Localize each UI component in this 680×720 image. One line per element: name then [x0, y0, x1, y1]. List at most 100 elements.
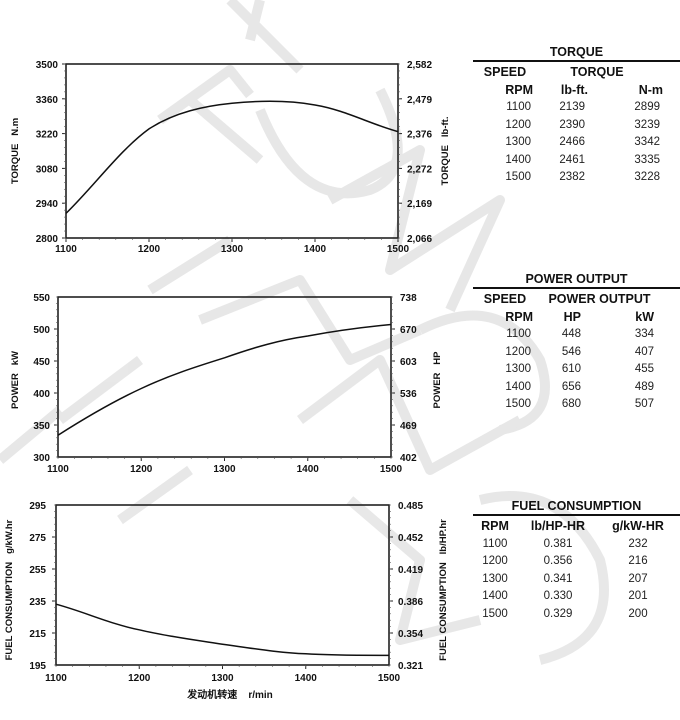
power-y-left-tick: 550: [33, 293, 50, 304]
table-row: 1100 448 334: [473, 326, 680, 344]
power-x-tick: 1200: [130, 464, 153, 475]
minor-ticks: [54, 504, 391, 667]
cell: 2461: [559, 153, 585, 166]
fuel-chart: 295 275 255 235 215 195 0.485 0.452 0.41…: [4, 501, 449, 701]
table-rule: [473, 287, 680, 289]
torque-curve: [65, 100, 399, 214]
cell: 1400: [482, 590, 508, 602]
torque-y-left-tick: 3360: [36, 95, 59, 106]
cell: 1500: [482, 607, 508, 620]
torque-x-tick: 1100: [55, 244, 77, 255]
table-header-row: RPM HP kW: [473, 309, 680, 327]
minor-ticks: [64, 63, 400, 240]
cell: 1200: [505, 118, 531, 131]
fuel-y-left-tick: 195: [29, 661, 46, 672]
table-row: 1200 0.356 216: [473, 553, 680, 571]
cell: 207: [628, 572, 648, 585]
table-row: 1300 0.341 207: [473, 571, 680, 589]
torque-y-left-tick: 3500: [36, 60, 59, 71]
table-header-row: SPEED TORQUE: [473, 64, 680, 82]
fuel-curve: [55, 603, 390, 657]
cell: 3239: [634, 118, 660, 131]
cell: 0.341: [543, 572, 573, 585]
table-header-row: RPM lb/HP-HR g/kW-HR: [473, 518, 680, 536]
power-y-left-tick: 500: [33, 325, 50, 336]
cell: 3342: [634, 136, 660, 148]
fuel-y-right-tick: 0.386: [398, 597, 423, 608]
header-cell: SPEED: [483, 65, 527, 79]
power-y-right-tick: 603: [400, 357, 417, 368]
fuel-x-tick: 1300: [211, 673, 234, 684]
fuel-x-tick: 1400: [295, 673, 318, 684]
fuel-x-tick: 1200: [128, 673, 151, 684]
torque-x-tick: 1200: [138, 244, 161, 255]
fuel-x-tick: 1500: [378, 673, 401, 684]
power-y-right-tick: 469: [400, 421, 417, 432]
header-cell: TORQUE: [570, 65, 624, 79]
cell: 1100: [506, 101, 531, 113]
table-row: 1200 546 407: [473, 344, 680, 362]
power-table: POWER OUTPUT SPEED POWER OUTPUT RPM HP k…: [473, 271, 680, 414]
power-y-left-tick: 450: [33, 357, 50, 368]
torque-plot-frame: [65, 63, 399, 239]
cell: 546: [561, 345, 581, 358]
cell: 489: [634, 380, 654, 393]
cell: 1500: [505, 398, 531, 410]
table-row: 1300 610 455: [473, 361, 680, 379]
cell: 1300: [505, 136, 531, 148]
torque-y-right-tick: 2,582: [407, 60, 432, 71]
minor-ticks: [56, 296, 393, 459]
torque-y-left-tick: 2800: [36, 234, 59, 245]
cell: 3228: [634, 171, 660, 183]
cell: 2899: [634, 101, 660, 113]
fuel-y-right-tick: 0.452: [398, 533, 423, 544]
table-row: 1400 0.330 201: [473, 588, 680, 606]
cell: 656: [561, 380, 581, 393]
power-x-tick: 1400: [297, 464, 320, 475]
torque-y-left-tick: 3220: [36, 130, 59, 141]
fuel-table: FUEL CONSUMPTION RPM lb/HP-HR g/kW-HR 11…: [473, 498, 680, 623]
power-chart: 550 500 450 400 350 300 738 670 603 536 …: [10, 293, 443, 475]
table-row: 1500 2382 3228: [473, 169, 680, 187]
torque-table-title: TORQUE: [549, 45, 604, 59]
fuel-x-tick: 1100: [45, 673, 67, 684]
cell: 1100: [482, 537, 508, 550]
power-x-tick: 1300: [213, 464, 236, 475]
cell: 3335: [634, 153, 660, 166]
power-y-right-tick: 402: [400, 453, 417, 464]
power-y-right-tick: 670: [400, 325, 417, 336]
fuel-y-left-tick: 275: [29, 533, 46, 544]
cell: 2139: [559, 101, 585, 113]
cell: 334: [634, 328, 654, 340]
power-y-left-tick: 400: [33, 389, 50, 400]
torque-y-right-tick: 2,376: [407, 130, 432, 141]
header-cell: HP: [563, 309, 581, 324]
torque-y-right-title: TORQUE lb-ft.: [440, 117, 451, 186]
torque-x-tick: 1400: [304, 244, 327, 255]
power-table-title: POWER OUTPUT: [525, 272, 628, 286]
torque-y-right-tick: 2,272: [407, 164, 432, 175]
torque-table: TORQUE SPEED TORQUE RPM lb-ft. N-m 1100 2…: [473, 44, 680, 187]
torque-y-right-tick: 2,479: [407, 95, 432, 106]
header-cell: lb/HP-HR: [530, 519, 586, 533]
torque-x-tick: 1500: [387, 244, 410, 255]
table-rule: [473, 60, 680, 62]
fuel-y-left-tick: 295: [29, 501, 46, 512]
table-row: 1200 2390 3239: [473, 117, 680, 135]
cell: 1200: [482, 555, 508, 567]
table-row: 1500 680 507: [473, 396, 680, 414]
table-row: 1400 656 489: [473, 379, 680, 397]
cell: 1200: [505, 345, 531, 358]
cell: 2466: [559, 136, 585, 148]
header-cell: N-m: [638, 82, 663, 97]
cell: 0.381: [543, 537, 573, 550]
cell: 0.329: [543, 607, 573, 620]
cell: 2382: [559, 171, 585, 183]
cell: 1500: [505, 171, 531, 183]
power-curve: [57, 323, 392, 436]
table-row: 1300 2466 3342: [473, 134, 680, 152]
cell: 0.356: [543, 555, 573, 567]
torque-y-right-tick: 2,066: [407, 234, 432, 245]
table-header-row: RPM lb-ft. N-m: [473, 82, 680, 100]
header-cell: g/kW-HR: [612, 519, 664, 533]
